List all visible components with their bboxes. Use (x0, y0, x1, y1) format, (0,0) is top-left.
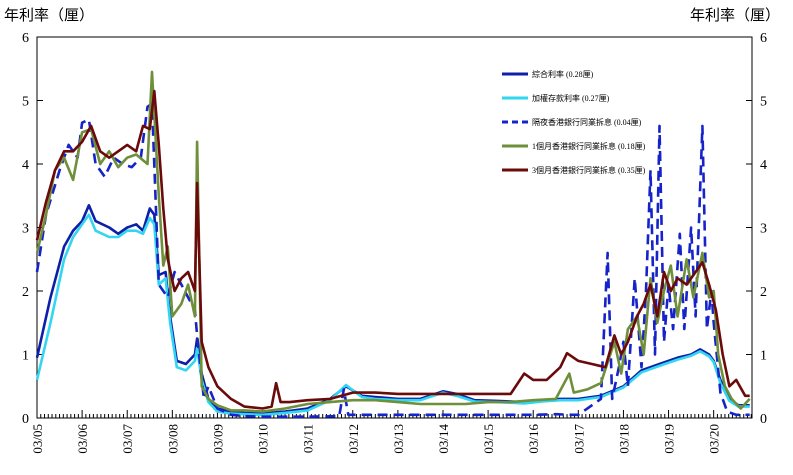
left-y-tick-label: 6 (22, 31, 29, 46)
left-y-tick-label: 4 (22, 158, 29, 173)
right-y-tick-label: 4 (760, 158, 767, 173)
right-y-tick-label: 5 (760, 95, 767, 110)
x-tick-label: 03/14 (436, 424, 451, 454)
left-y-tick-label: 2 (22, 285, 29, 300)
x-tick-label: 03/12 (346, 424, 361, 454)
left-y-tick-label: 1 (22, 349, 29, 364)
right-axis-unit-label: 年利率（厘） (690, 7, 780, 24)
legend-label-5: 3個月香港銀行同業拆息 (0.35厘) (532, 165, 646, 175)
left-y-tick-label: 0 (22, 412, 29, 427)
x-tick-label: 03/07 (120, 424, 135, 454)
legend: 綜合利率 (0.28厘) 加權存款利率 (0.27厘) 隔夜香港銀行同業拆息 (0.… (502, 69, 646, 175)
legend-label-4: 1個月香港銀行同業拆息 (0.18厘) (532, 141, 646, 151)
right-y-tick-label: 1 (760, 349, 767, 364)
x-tick-label: 03/18 (616, 424, 631, 454)
left-y-tick-label: 3 (22, 222, 29, 237)
x-tick-label: 03/16 (526, 424, 541, 454)
left-y-axis: 0 1 2 3 4 5 6 (22, 31, 43, 427)
legend-label-3: 隔夜香港銀行同業拆息 (0.04厘) (532, 117, 642, 127)
series-line-5 (35, 89, 750, 410)
x-tick-label: 03/10 (256, 424, 271, 454)
series-line-4 (35, 70, 751, 413)
x-tick-label: 03/19 (662, 424, 677, 454)
legend-label-1: 綜合利率 (0.28厘) (532, 69, 594, 79)
right-y-tick-label: 3 (760, 222, 767, 237)
x-tick-label: 03/15 (481, 424, 496, 454)
series-line-1 (35, 204, 750, 415)
series-layer (35, 70, 751, 418)
legend-label-2: 加權存款利率 (0.27厘) (532, 93, 610, 103)
series-line-3 (35, 102, 750, 418)
x-tick-label: 03/05 (30, 424, 45, 454)
right-y-tick-label: 2 (760, 285, 767, 300)
right-y-tick-label: 6 (760, 31, 767, 46)
left-y-tick-label: 5 (22, 95, 29, 110)
right-y-axis: 0 1 2 3 4 5 6 (746, 31, 767, 427)
left-axis-unit-label: 年利率（厘） (4, 7, 94, 24)
right-y-tick-label: 0 (760, 412, 767, 427)
x-tick-label: 03/09 (210, 424, 225, 454)
x-tick-label: 03/13 (391, 424, 406, 454)
x-axis: 03/05 03/06 03/07 03/08 03/09 03/10 03/11 03/12… (30, 410, 752, 454)
series-line-2 (35, 213, 750, 417)
x-tick-label: 03/08 (165, 424, 180, 454)
x-tick-label: 03/20 (707, 424, 722, 454)
x-tick-label: 03/06 (75, 424, 90, 454)
x-tick-label: 03/17 (571, 424, 586, 454)
x-tick-label: 03/11 (301, 424, 316, 453)
